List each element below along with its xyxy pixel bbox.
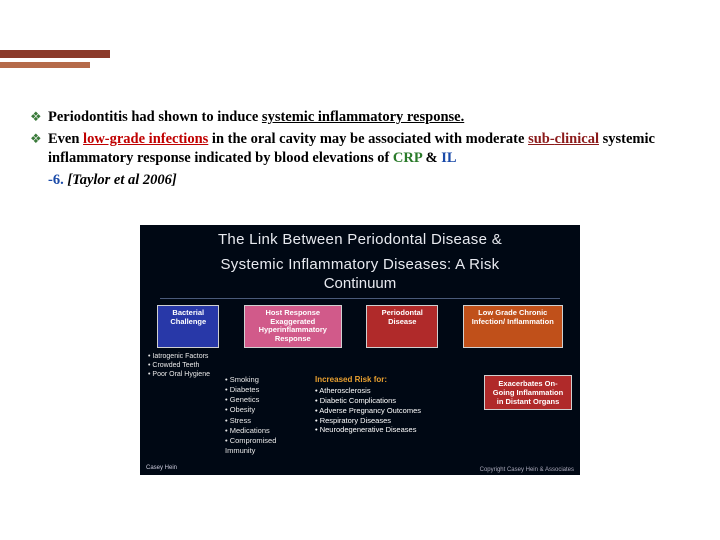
fig-risk-title: Increased Risk for: — [315, 375, 474, 385]
fig-title-line1: The Link Between Periodontal Disease & — [140, 225, 580, 250]
fig-left-list: Iatrogenic Factors Crowded Teeth Poor Or… — [148, 352, 228, 379]
b2-amp: & — [422, 150, 441, 166]
fig-left-0: Iatrogenic Factors — [148, 352, 228, 361]
fig-copyright: Copyright Casey Hein & Associates — [480, 467, 574, 473]
fig-col-4: Stress — [225, 416, 305, 426]
fig-divider — [160, 298, 560, 299]
fig-exacerbates-box: Exacerbates On-Going Inflammation in Dis… — [484, 375, 572, 410]
fig-risk-2: Adverse Pregnancy Outcomes — [315, 406, 474, 416]
bullet-2-text: Even low-grade infections in the oral ca… — [48, 130, 690, 169]
embedded-figure: The Link Between Periodontal Disease & S… — [140, 225, 580, 475]
b2-t2: in the oral cavity may be associated wit… — [208, 131, 528, 147]
fig-box-periodontal: Periodontal Disease — [366, 305, 438, 348]
fig-col-6: Compromised Immunity — [225, 436, 305, 456]
b2-clinical: clinical — [555, 131, 599, 147]
fig-left-2: Poor Oral Hygiene — [148, 370, 228, 379]
diamond-bullet-icon: ❖ — [30, 130, 48, 148]
citation: [Taylor et al 2006] — [67, 172, 176, 188]
slide-text: ❖ Periodontitis had shown to induce syst… — [30, 108, 690, 190]
bullet-1-pre: Periodontitis had shown to induce — [48, 109, 262, 125]
fig-risk-3: Respiratory Diseases — [315, 416, 474, 426]
fig-col-3: Obesity — [225, 405, 305, 415]
b2-sub: sub- — [528, 131, 555, 147]
b2-low-grade: low-grade infections — [83, 131, 208, 147]
fig-box-low-grade: Low Grade Chronic Infection/ Inflammatio… — [463, 305, 563, 348]
fig-title-line3: Continuum — [140, 275, 580, 296]
fig-bottom-area: Smoking Diabetes Genetics Obesity Stress… — [225, 375, 572, 456]
bullet-1-emph: systemic inflammatory response. — [262, 109, 464, 125]
accent-bar-1 — [0, 50, 110, 58]
b2-crp: CRP — [393, 150, 422, 166]
fig-left-1: Crowded Teeth — [148, 361, 228, 370]
bullet-2-tail: -6. [Taylor et al 2006] — [48, 171, 690, 191]
accent-bar-2 — [0, 62, 90, 68]
b2-t1: Even — [48, 131, 83, 147]
fig-title-line2: Systemic Inflammatory Diseases: A Risk — [140, 250, 580, 275]
fig-risk-4: Neurodegenerative Diseases — [315, 425, 474, 435]
fig-risk-1: Diabetic Complications — [315, 396, 474, 406]
bullet-1: ❖ Periodontitis had shown to induce syst… — [30, 108, 690, 128]
fig-box-bacterial: Bacterial Challenge — [157, 305, 219, 348]
b2-il: IL — [441, 150, 456, 166]
fig-risk-0: Atherosclerosis — [315, 386, 474, 396]
fig-boxes-row: Bacterial Challenge Host Response Exagge… — [140, 305, 580, 348]
bullet-2: ❖ Even low-grade infections in the oral … — [30, 130, 690, 169]
fig-col-0: Smoking — [225, 375, 305, 385]
corner-accent — [0, 0, 110, 70]
fig-box-host-response: Host Response Exaggerated Hyperinflammat… — [244, 305, 342, 348]
fig-col-1: Diabetes — [225, 385, 305, 395]
fig-risk-box: Increased Risk for: Atherosclerosis Diab… — [315, 375, 474, 456]
fig-factors-list: Smoking Diabetes Genetics Obesity Stress… — [225, 375, 305, 456]
fig-logo: Casey Hein — [146, 465, 177, 471]
fig-col-2: Genetics — [225, 395, 305, 405]
fig-col-5: Medications — [225, 426, 305, 436]
b2-il6: -6. — [48, 172, 67, 188]
bullet-1-text: Periodontitis had shown to induce system… — [48, 108, 690, 128]
diamond-bullet-icon: ❖ — [30, 108, 48, 126]
